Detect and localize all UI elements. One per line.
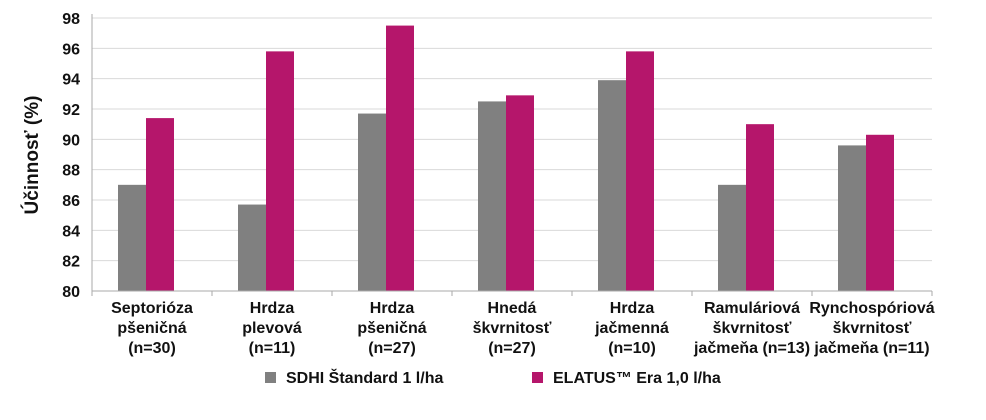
y-tick-label: 84 (62, 223, 80, 240)
category-label: Septorióza (111, 300, 193, 317)
category-label: Hnedá (488, 300, 537, 317)
bar-elatus (626, 51, 654, 291)
category-label: Hrdza (250, 300, 295, 317)
bar-elatus (866, 134, 894, 291)
category-label: Rynchospóriová (809, 300, 934, 317)
legend: SDHI Štandard 1 l/ha ELATUS™ Era 1,0 l/ha (265, 368, 721, 387)
category-label: plevová (242, 320, 302, 337)
category-label: škvrnitosť (713, 320, 792, 337)
bar-sdhi (358, 113, 386, 291)
bar-sdhi (118, 184, 146, 291)
category-label: (n=30) (128, 340, 176, 357)
y-tick-label: 88 (62, 163, 80, 180)
category-label: (n=11) (249, 340, 296, 357)
bar-sdhi (478, 101, 506, 292)
bar-sdhi (718, 184, 746, 291)
bar-elatus (266, 51, 294, 291)
y-tick-label: 98 (62, 11, 80, 28)
category-label: Hrdza (370, 300, 415, 317)
y-tick-label: 80 (62, 284, 80, 301)
bar-elatus (506, 95, 534, 291)
y-tick-label: 82 (62, 254, 80, 271)
y-tick-label: 94 (62, 72, 80, 89)
bar-elatus (386, 25, 414, 291)
bars (118, 25, 894, 292)
bar-sdhi (838, 145, 866, 291)
category-label: škvrnitosť (473, 320, 552, 337)
category-label: pšeničná (357, 320, 426, 337)
legend-swatch (532, 372, 543, 383)
category-label: (n=10) (608, 340, 656, 357)
axes (91, 14, 933, 296)
category-labels: Septorióza pšeničná (n=30) Hrdza plevová (n=1… (111, 300, 935, 357)
bar-elatus (146, 118, 174, 291)
category-label: jačmeňa (n=11) (813, 340, 929, 357)
category-label: škvrnitosť (833, 320, 912, 337)
bar-sdhi (238, 204, 266, 291)
y-tick-label: 86 (62, 193, 80, 210)
category-label: jačmenná (594, 320, 669, 337)
legend-swatch (265, 372, 276, 383)
category-label: pšeničná (117, 320, 186, 337)
bar-elatus (746, 124, 774, 292)
y-tick-label: 90 (62, 132, 80, 149)
y-axis-label: Účinnosť (%) (21, 96, 43, 215)
legend-label: ELATUS™ Era 1,0 l/ha (553, 370, 721, 387)
y-tick-label: 96 (62, 41, 80, 58)
category-label: (n=27) (368, 340, 416, 357)
y-tick-label: 92 (62, 102, 80, 119)
category-label: Ramuláriová (704, 300, 800, 317)
bar-sdhi (598, 80, 626, 291)
category-label: Hrdza (610, 300, 655, 317)
category-label: jačmeňa (n=13) (693, 340, 810, 357)
y-tick-labels: 80 82 84 86 88 90 92 94 96 98 (62, 11, 80, 301)
category-label: (n=27) (488, 340, 536, 357)
legend-label: SDHI Štandard 1 l/ha (286, 368, 443, 387)
